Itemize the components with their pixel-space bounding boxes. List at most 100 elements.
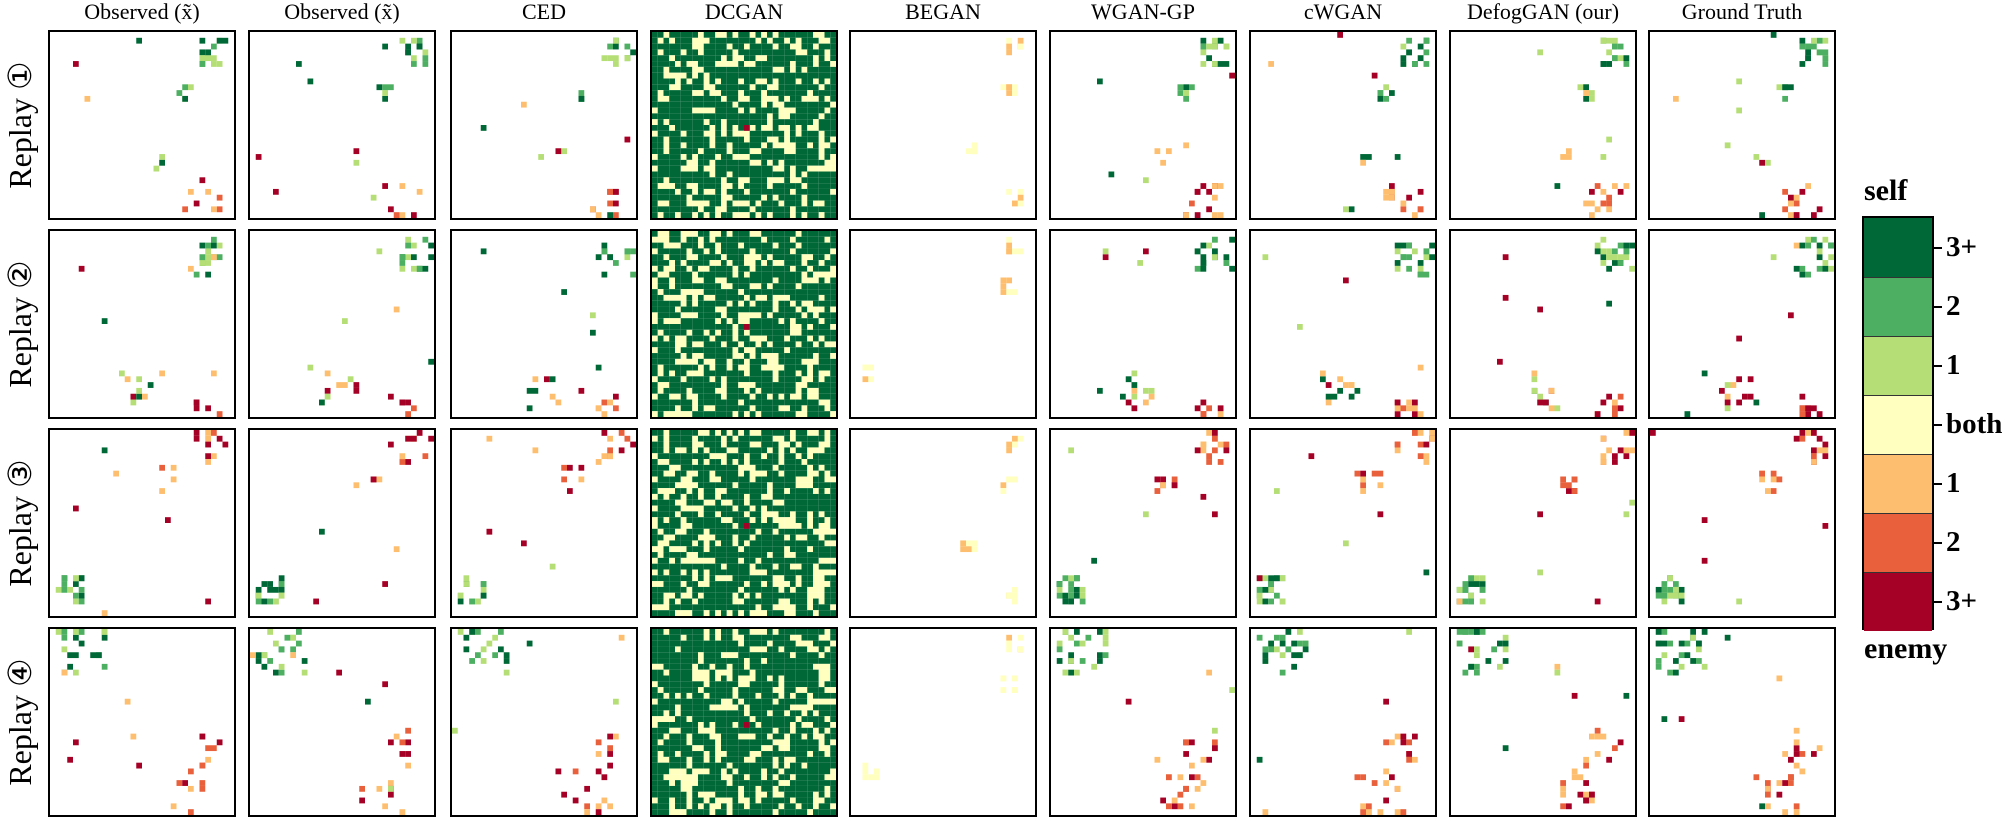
heatmap-cell [1012, 598, 1018, 605]
heatmap-cell [205, 242, 211, 249]
heatmap-cell [801, 306, 808, 313]
heatmap-cell [813, 318, 819, 324]
heatmap-cell [830, 663, 836, 670]
heatmap-cell [703, 692, 710, 699]
heatmap-cell [784, 610, 790, 616]
heatmap-cell [726, 692, 733, 699]
heatmap-cell [795, 698, 802, 705]
heatmap-cell [663, 306, 670, 313]
heatmap-cell [830, 37, 836, 44]
heatmap-cell [801, 393, 808, 400]
heatmap-cell [657, 183, 664, 189]
heatmap-cell [801, 55, 808, 62]
heatmap-cell [744, 751, 750, 757]
heatmap-cell [738, 430, 744, 436]
heatmap-cell [790, 405, 796, 412]
heatmap-cell [790, 130, 796, 137]
heatmap-cell [1805, 271, 1811, 278]
heatmap-cell [652, 698, 658, 705]
heatmap-cell [1268, 581, 1274, 587]
heatmap-cell [807, 598, 813, 605]
heatmap-cell [193, 430, 200, 436]
heatmap-cell [790, 260, 796, 266]
heatmap-cell [1325, 393, 1332, 400]
heatmap-cell [1589, 212, 1595, 218]
heatmap-cell [790, 271, 796, 278]
heatmap-cell [813, 586, 819, 593]
heatmap-cell [698, 563, 704, 570]
heatmap-cell [813, 464, 819, 471]
heatmap-cell [726, 528, 733, 535]
heatmap-cell [795, 113, 802, 120]
heatmap-cell [778, 727, 785, 734]
heatmap-cell [709, 704, 716, 711]
heatmap-cell [761, 142, 767, 149]
heatmap-cell [1724, 393, 1731, 400]
heatmap-cell [813, 231, 819, 237]
heatmap-cell [698, 248, 704, 255]
heatmap-cell [824, 376, 831, 383]
heatmap-cell [703, 382, 710, 388]
heatmap-cell [675, 329, 681, 336]
heatmap-cell [669, 687, 675, 693]
heatmap-cell [675, 710, 681, 717]
heatmap-cell [1268, 61, 1274, 67]
heatmap-cell [830, 300, 836, 307]
heatmap-cell [686, 312, 693, 319]
heatmap-cell [755, 722, 762, 728]
heatmap-cell [159, 464, 165, 471]
heatmap-cell [709, 739, 716, 746]
heatmap-cell [772, 248, 779, 255]
heatmap-cell [824, 405, 831, 412]
heatmap-cell [382, 95, 388, 102]
heatmap-cell [721, 277, 727, 284]
heatmap-cell [761, 329, 767, 336]
heatmap-cell [686, 212, 693, 218]
heatmap-cell [778, 592, 785, 599]
heatmap-cell [675, 318, 681, 324]
heatmap-cell [784, 581, 790, 587]
heatmap-cell [755, 324, 762, 330]
heatmap-cell [698, 435, 704, 442]
heatmap-cell [1012, 248, 1018, 255]
heatmap-cell [692, 154, 698, 160]
heatmap-cell [549, 393, 556, 400]
heatmap-cell [772, 604, 779, 611]
heatmap-cell [1701, 557, 1708, 564]
heatmap-cell [784, 318, 790, 324]
heatmap-cell [830, 125, 836, 131]
heatmap-cell [686, 405, 693, 412]
heatmap-cell [663, 733, 670, 740]
heatmap-cell [744, 453, 750, 460]
heatmap-cell [663, 125, 670, 131]
heatmap-cell [830, 716, 836, 722]
heatmap-cell [726, 113, 733, 120]
heatmap-cell [669, 476, 675, 483]
heatmap-panel [650, 229, 838, 419]
heatmap-cell [1212, 511, 1218, 518]
heatmap-cell [709, 78, 716, 85]
heatmap-cell [966, 546, 972, 553]
heatmap-cell [767, 66, 773, 73]
heatmap-cell [715, 447, 721, 454]
heatmap-cell [721, 681, 727, 688]
heatmap-cell [732, 488, 739, 494]
heatmap-cell [795, 540, 802, 547]
heatmap-cell [457, 598, 464, 605]
heatmap-cell [778, 300, 785, 307]
heatmap-cell [709, 312, 716, 319]
heatmap-cell [761, 84, 767, 91]
heatmap-cell [199, 785, 206, 792]
heatmap-cell [715, 411, 721, 417]
heatmap-cell [784, 722, 790, 728]
heatmap-cell [784, 248, 790, 255]
heatmap-cell [732, 546, 739, 553]
heatmap-cell [818, 84, 825, 91]
heatmap-cell [818, 722, 825, 728]
heatmap-cell [692, 652, 698, 659]
heatmap-cell [801, 540, 808, 547]
heatmap-cell [801, 652, 808, 659]
heatmap-cell [698, 72, 704, 79]
heatmap-cell [830, 430, 836, 436]
heatmap-cell [755, 447, 762, 454]
